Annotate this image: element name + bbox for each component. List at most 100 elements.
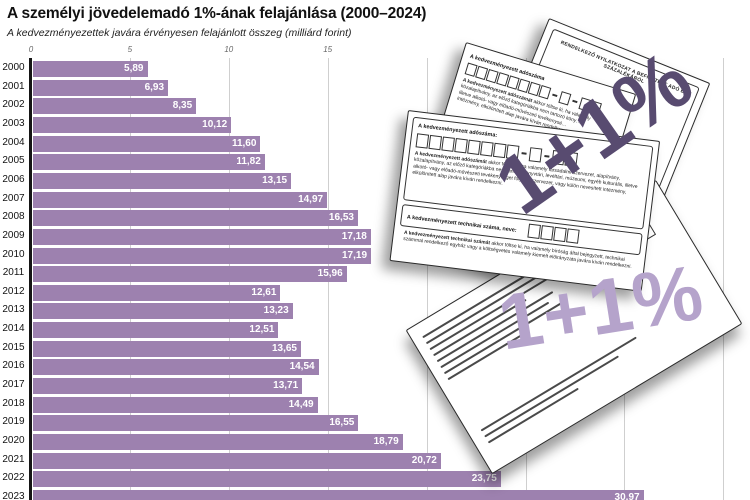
bar-value-label: 14,49: [288, 398, 314, 410]
year-label: 2018: [2, 397, 25, 409]
chart-row: 2013 13,23: [0, 303, 750, 322]
bar: 14,49: [33, 396, 318, 413]
chart-row: 2007 14,97: [0, 191, 750, 211]
bar: 14,54: [33, 359, 319, 376]
gridline: [426, 58, 428, 500]
bar-value-label: 13,65: [271, 342, 297, 354]
bar: 16,55: [33, 415, 359, 432]
bar-value-label: 5,89: [124, 63, 144, 74]
chart-row: 2022 23,75: [0, 471, 750, 490]
bar: 13,23: [33, 303, 293, 320]
bar-value-label: 6,93: [144, 81, 165, 93]
chart-row: 2014 12,51: [0, 322, 750, 341]
chart-row: 2009 17,18: [0, 228, 750, 248]
chart-row: 2008 16,53: [0, 210, 750, 229]
bar-value-label: 13,15: [262, 174, 288, 186]
chart-row: 2018 14,49: [0, 396, 750, 416]
bar: 12,61: [33, 284, 281, 301]
chart-row: 2020 18,79: [0, 434, 750, 453]
bar: 13,15: [33, 172, 292, 189]
page-subtitle: A kedvezményezettek javára érvényesen fe…: [7, 27, 352, 39]
bar-value-label: 17,18: [341, 230, 367, 242]
bar-value-label: 13,23: [263, 305, 289, 317]
bar: 30,97: [33, 489, 644, 500]
bar: 13,65: [33, 340, 301, 357]
technical-number-label: A kedvezményezett technikai száma, neve:: [406, 213, 518, 234]
year-label: 2008: [2, 211, 25, 223]
x-axis-tick-label: 10: [224, 45, 234, 54]
bar-value-label: 30,97: [614, 491, 640, 500]
year-label: 2022: [2, 472, 25, 484]
x-axis-tick-label: 15: [323, 45, 333, 54]
year-label: 2015: [2, 341, 25, 353]
chart-row: 2006 13,15: [0, 172, 750, 192]
year-label: 2013: [2, 304, 25, 316]
bar-value-label: 11,82: [236, 156, 261, 168]
bar-value-label: 17,19: [341, 249, 368, 261]
page-title: A személyi jövedelemadó 1%-ának felajánl…: [7, 5, 427, 22]
chart-row: 2011 15,96: [0, 266, 750, 285]
bar: 11,82: [33, 154, 265, 171]
chart-row: 2023 30,97: [0, 489, 750, 500]
year-label: 2012: [2, 285, 25, 297]
year-label: 2000: [2, 62, 25, 73]
bar-value-label: 14,54: [289, 361, 315, 373]
x-axis-tick-label: 5: [127, 45, 133, 54]
bar: 8,35: [33, 98, 197, 115]
year-label: 2016: [2, 360, 25, 372]
year-label: 2021: [2, 453, 25, 465]
bar-value-label: 13,71: [273, 380, 299, 392]
year-label: 2017: [2, 379, 25, 391]
chart-row: 2003 10,12: [0, 116, 750, 136]
chart-row: 2016 14,54: [0, 359, 750, 378]
bar: 14,97: [33, 191, 328, 208]
year-label: 2023: [2, 490, 25, 500]
bar: 18,79: [33, 434, 403, 450]
chart-row: 2019 16,55: [0, 415, 750, 434]
bar-value-label: 11,60: [231, 137, 257, 149]
year-label: 2009: [2, 229, 25, 241]
bar: 15,96: [33, 266, 347, 283]
bar: 11,60: [33, 135, 261, 152]
bar-value-label: 18,79: [373, 436, 399, 447]
year-label: 2010: [2, 248, 25, 260]
y-axis-line: [29, 58, 32, 500]
chart-row: 2005 11,82: [0, 154, 750, 173]
year-label: 2001: [2, 80, 25, 92]
year-label: 2007: [2, 192, 25, 204]
bar-value-label: 8,35: [172, 100, 193, 112]
bar-value-label: 20,72: [411, 454, 437, 466]
year-label: 2011: [2, 267, 25, 279]
bar-value-label: 16,55: [329, 417, 355, 429]
bar-value-label: 15,96: [317, 268, 343, 280]
year-label: 2003: [2, 117, 25, 129]
bar: 17,18: [33, 228, 371, 245]
year-label: 2005: [2, 155, 25, 167]
bar: 6,93: [33, 79, 169, 96]
bar: 13,71: [33, 378, 303, 395]
year-label: 2006: [2, 173, 25, 185]
bar-value-label: 14,97: [298, 193, 324, 205]
chart-row: 2002 8,35: [0, 98, 750, 117]
year-label: 2020: [2, 435, 25, 446]
year-label: 2002: [2, 99, 25, 111]
chart-row: 2004 11,60: [0, 135, 750, 155]
year-label: 2019: [2, 416, 25, 428]
x-axis-tick-label: 0: [28, 45, 34, 54]
bar: 20,72: [33, 452, 441, 469]
chart-row: 2000 5,89: [0, 61, 750, 80]
chart-row: 2001 6,93: [0, 79, 750, 99]
bar-value-label: 12,61: [251, 286, 277, 298]
bar: 17,19: [33, 247, 372, 264]
bar-value-label: 10,12: [202, 118, 228, 130]
bar: 5,89: [33, 61, 148, 77]
bar: 16,53: [33, 210, 358, 227]
bar-value-label: 12,51: [249, 324, 275, 336]
bar-value-label: 16,53: [328, 212, 354, 224]
gridline: [723, 58, 725, 500]
year-label: 2014: [2, 323, 25, 335]
chart-row: 2021 20,72: [0, 452, 750, 472]
year-label: 2004: [2, 136, 25, 148]
bar: 23,75: [33, 471, 501, 488]
chart-row: 2012 12,61: [0, 284, 750, 304]
